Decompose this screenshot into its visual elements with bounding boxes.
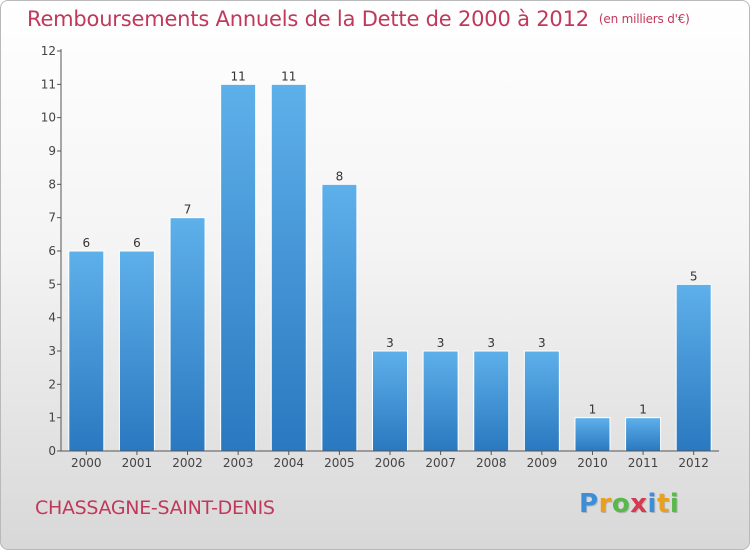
bar-value-label: 8 (336, 169, 344, 183)
x-tick-label: 2000 (71, 456, 102, 470)
y-tick-label: 9 (48, 144, 56, 158)
y-tick-label: 4 (48, 311, 56, 325)
bar-value-label: 3 (487, 336, 495, 350)
bar (321, 183, 358, 452)
x-tick-label: 2011 (628, 456, 659, 470)
y-tick-label: 1 (48, 411, 56, 425)
x-tick-label: 2009 (527, 456, 558, 470)
y-tick-label: 3 (48, 344, 56, 358)
y-tick-label: 10 (41, 111, 56, 125)
bar-value-label: 3 (386, 336, 394, 350)
y-tick-label: 2 (48, 377, 56, 391)
commune-name: CHASSAGNE-SAINT-DENIS (35, 497, 275, 519)
x-tick-label: 2006 (375, 456, 406, 470)
bar (270, 83, 307, 452)
y-tick-label: 7 (48, 211, 56, 225)
bar (169, 217, 206, 452)
x-tick-label: 2004 (273, 456, 304, 470)
unit-label: (en milliers d'€) (598, 12, 690, 26)
x-axis: 2000 2001 2002 2003 2004 2005 2006 2007 2008 2009… (61, 450, 719, 470)
y-tick-label: 5 (48, 277, 56, 291)
logo-letter: i (647, 489, 657, 519)
logo-letter: i (669, 489, 680, 519)
bar-value-label: 3 (437, 336, 445, 350)
y-tick-label: 12 (41, 44, 56, 58)
logo-letter: x (630, 489, 648, 519)
bar-value-label: 11 (231, 69, 246, 83)
bar-value-label: 3 (538, 336, 546, 350)
bar (68, 250, 105, 452)
bar-value-label: 6 (133, 236, 141, 250)
bar-value-label: 6 (82, 236, 90, 250)
logo-letter: t (656, 489, 670, 519)
bar-value-label: 5 (690, 269, 698, 283)
x-tick-label: 2012 (678, 456, 709, 470)
y-tick-label: 11 (41, 77, 56, 91)
x-tick-label: 2010 (577, 456, 608, 470)
bar-value-label: 1 (639, 403, 647, 417)
bar (118, 250, 155, 452)
x-tick-label: 2002 (172, 456, 203, 470)
logo-letter: P (579, 489, 599, 519)
title-text: Remboursements Annuels de la Dette de 20… (27, 7, 589, 31)
x-tick-label: 2007 (425, 456, 456, 470)
bar-value-label: 1 (589, 403, 597, 417)
bar (422, 350, 459, 452)
chart-title: Remboursements Annuels de la Dette de 20… (27, 7, 690, 31)
bar (625, 417, 662, 452)
bar (574, 417, 611, 452)
y-tick-label: 6 (48, 244, 56, 258)
y-tick-label: 0 (48, 444, 56, 458)
bar (372, 350, 408, 452)
logo-letter: r (598, 489, 612, 519)
proxiti-logo: Proxiti (579, 489, 679, 519)
y-tick-label: 8 (48, 177, 56, 191)
x-tick-label: 2001 (122, 456, 153, 470)
bar (523, 350, 560, 452)
bar (473, 350, 510, 452)
logo-letter: o (611, 489, 631, 519)
bar-value-label: 7 (184, 203, 192, 217)
x-tick-label: 2008 (476, 456, 507, 470)
x-tick-label: 2005 (324, 456, 355, 470)
bar-value-label: 11 (281, 69, 296, 83)
bar (675, 283, 712, 452)
x-tick-label: 2003 (223, 456, 254, 470)
bar (220, 83, 257, 452)
